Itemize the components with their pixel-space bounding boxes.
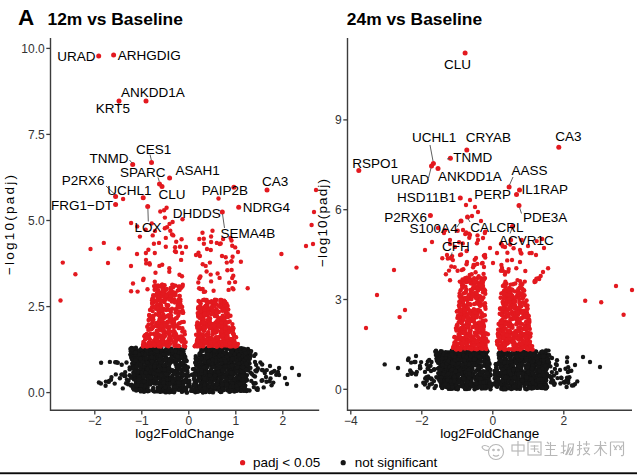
- svg-text:−4: −4: [344, 414, 358, 428]
- svg-text:DHDDS: DHDDS: [173, 206, 221, 221]
- svg-text:log2FoldChange: log2FoldChange: [135, 426, 234, 441]
- svg-text:FRG1−DT: FRG1−DT: [51, 198, 113, 213]
- svg-text:SPARC: SPARC: [120, 165, 166, 180]
- svg-text:padj < 0.05: padj < 0.05: [253, 455, 320, 470]
- svg-text:ARHGDIG: ARHGDIG: [118, 48, 181, 63]
- svg-text:ASAH1: ASAH1: [176, 163, 220, 178]
- svg-text:2.5: 2.5: [28, 300, 45, 314]
- svg-text:log2FoldChange: log2FoldChange: [440, 426, 539, 441]
- svg-text:7.5: 7.5: [28, 128, 45, 142]
- svg-text:−log10(padj): −log10(padj): [2, 175, 17, 275]
- svg-text:RSPO1: RSPO1: [352, 156, 398, 171]
- svg-text:PAIP2B: PAIP2B: [202, 183, 248, 198]
- svg-text:S100A4: S100A4: [410, 221, 459, 236]
- svg-text:LOX: LOX: [135, 220, 162, 235]
- svg-text:12m vs Baseline: 12m vs Baseline: [48, 9, 184, 29]
- svg-text:CLU: CLU: [444, 57, 471, 72]
- svg-text:IL1RAP: IL1RAP: [522, 182, 569, 197]
- svg-text:SEMA4B: SEMA4B: [221, 226, 276, 241]
- svg-text:CA3: CA3: [555, 129, 581, 144]
- svg-text:2: 2: [279, 414, 286, 428]
- svg-text:TNMD: TNMD: [453, 150, 492, 165]
- svg-text:URAD: URAD: [57, 49, 96, 64]
- svg-text:TNMD: TNMD: [89, 151, 128, 166]
- svg-text:ANKDD1A: ANKDD1A: [121, 85, 185, 100]
- svg-text:UCHL1: UCHL1: [412, 130, 456, 145]
- svg-text:NDRG4: NDRG4: [243, 200, 291, 215]
- svg-text:−log10(padj): −log10(padj): [315, 179, 330, 267]
- svg-text:ANKDD1A: ANKDD1A: [438, 169, 502, 184]
- svg-text:24m vs Baseline: 24m vs Baseline: [347, 9, 483, 29]
- svg-text:CLU: CLU: [159, 187, 186, 202]
- svg-text:HSD11B1: HSD11B1: [397, 190, 456, 205]
- svg-text:AASS: AASS: [512, 163, 548, 178]
- svg-text:CRYAB: CRYAB: [466, 130, 511, 145]
- svg-text:P2RX6: P2RX6: [62, 173, 105, 188]
- svg-text:3: 3: [335, 293, 342, 307]
- svg-text:9: 9: [335, 113, 342, 127]
- svg-text:0: 0: [335, 383, 342, 397]
- svg-text:−2: −2: [415, 414, 429, 428]
- svg-text:0.0: 0.0: [28, 386, 45, 400]
- svg-text:6: 6: [335, 203, 342, 217]
- svg-text:UCHL1: UCHL1: [107, 183, 151, 198]
- svg-text:CES1: CES1: [136, 142, 171, 157]
- svg-text:10.0: 10.0: [21, 42, 45, 56]
- svg-text:not significant: not significant: [355, 455, 438, 470]
- svg-text:A: A: [18, 5, 34, 30]
- svg-text:PERP: PERP: [474, 187, 511, 202]
- svg-text:CA3: CA3: [262, 174, 288, 189]
- svg-text:PDE3A: PDE3A: [523, 210, 567, 225]
- svg-text:5.0: 5.0: [28, 214, 45, 228]
- svg-text:CFH: CFH: [442, 239, 470, 254]
- svg-text:ACVR1C: ACVR1C: [499, 233, 554, 248]
- svg-text:KRT5: KRT5: [96, 101, 130, 116]
- svg-text:2: 2: [560, 414, 567, 428]
- svg-text:URAD: URAD: [391, 172, 430, 187]
- svg-text:−2: −2: [88, 414, 102, 428]
